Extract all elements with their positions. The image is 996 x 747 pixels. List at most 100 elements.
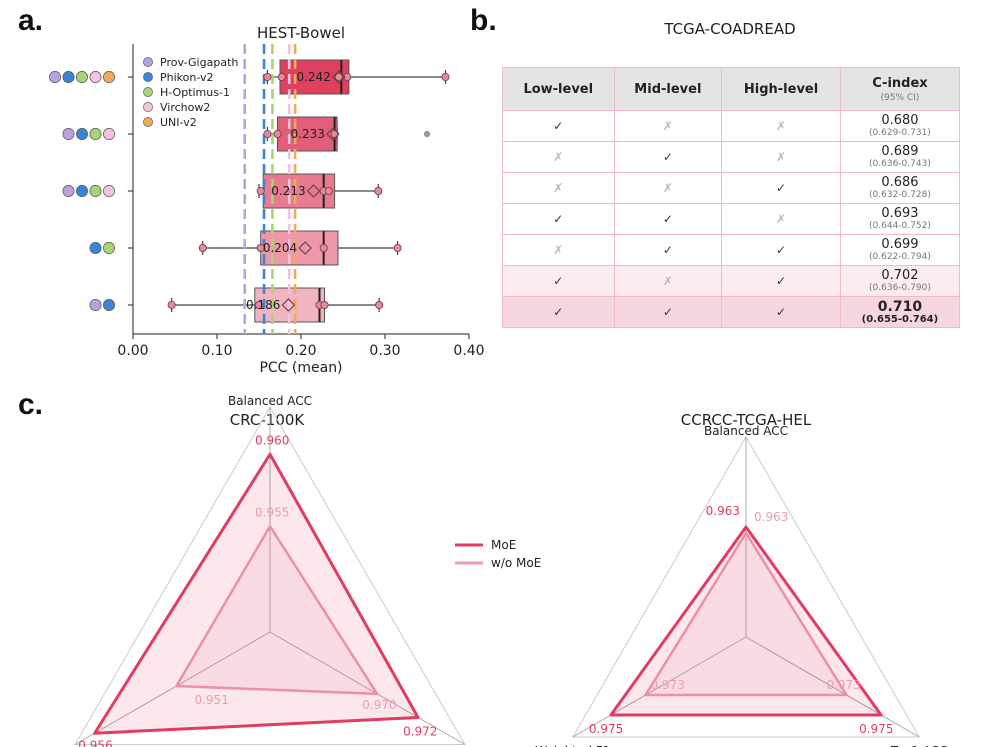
legend-label: Prov-Gigapath — [160, 56, 238, 69]
check-mark: ✓ — [662, 211, 673, 226]
cell-cindex: 0.693 (0.644-0.752) — [839, 203, 961, 235]
cell-high-level: ✓ — [721, 234, 841, 266]
combo-dot-h-optimus-1 — [89, 185, 102, 197]
cell-cindex: 0.699 (0.622-0.794) — [839, 234, 961, 266]
legend-box — [137, 49, 242, 129]
radar-grid — [571, 435, 921, 738]
data-point — [256, 186, 265, 195]
cell-mid-level: ✗ — [613, 172, 723, 204]
cindex-ci: (0.636-0.743) — [869, 158, 931, 169]
cross-mark: ✗ — [553, 149, 564, 164]
cell-cindex: 0.686 (0.632-0.728) — [839, 172, 961, 204]
combo-dot-phikon-v2 — [76, 185, 88, 197]
radar-spoke — [572, 636, 747, 738]
cross-mark: ✗ — [662, 273, 673, 288]
combo-dot-phikon-v2 — [62, 71, 75, 83]
check-mark: ✓ — [776, 180, 787, 195]
axis-label-balanced-acc: Balanced ACC — [228, 395, 312, 408]
check-mark: ✓ — [553, 211, 564, 226]
mean-marker — [306, 184, 321, 198]
combo-dot-virchow2 — [89, 71, 102, 83]
mean-label: 0.204 — [263, 241, 297, 255]
data-point — [277, 73, 286, 82]
cross-mark: ✗ — [662, 118, 673, 133]
check-mark: ✓ — [553, 304, 564, 319]
table-row: ✗ ✓ ✓ 0.699 (0.622-0.794) — [502, 234, 961, 266]
legend-label-moe: MoE — [491, 538, 516, 552]
cell-high-level: ✗ — [721, 203, 841, 235]
legend-label: UNI-v2 — [160, 116, 197, 129]
value-label: 0.951 — [194, 693, 228, 707]
series-wo-moe — [644, 531, 848, 697]
cell-low-level: ✗ — [502, 141, 615, 173]
series-moe — [609, 525, 883, 717]
value-label: 0.970 — [362, 698, 396, 712]
cell-high-level: ✓ — [721, 172, 841, 204]
cindex-ci: (0.632-0.728) — [869, 189, 931, 200]
panel-c-letter: c. — [18, 388, 44, 421]
cell-high-level: ✗ — [721, 141, 841, 173]
radar-spoke — [745, 636, 920, 738]
check-mark: ✓ — [776, 242, 787, 257]
table-header-row: Low-level Mid-level High-level C-index (9… — [502, 67, 961, 111]
x-tick-label: 0.40 — [453, 343, 484, 359]
combo-dot-prov-gigapath — [62, 185, 75, 197]
axis-label-balanced-acc: Balanced ACC — [704, 424, 788, 438]
data-point — [393, 243, 402, 252]
cross-mark: ✗ — [553, 242, 564, 257]
outlier-point — [423, 130, 431, 138]
cell-low-level: ✓ — [502, 265, 615, 297]
cross-mark: ✗ — [776, 149, 787, 164]
check-mark: ✓ — [662, 149, 673, 164]
cindex-value: 0.699 — [881, 236, 919, 252]
cindex-value: 0.689 — [881, 143, 919, 159]
table-row: ✓ ✓ ✓ 0.710 (0.655-0.764) — [502, 296, 961, 328]
check-mark: ✓ — [662, 242, 673, 257]
table-row: ✓ ✓ ✗ 0.693 (0.644-0.752) — [502, 203, 961, 235]
legend-label-wo-moe: w/o MoE — [491, 556, 541, 570]
combo-dot-h-optimus-1 — [89, 128, 102, 140]
x-tick-label: 0.00 — [117, 343, 148, 359]
data-point — [319, 243, 328, 252]
legend-marker — [143, 102, 153, 112]
combo-dot-phikon-v2 — [89, 242, 102, 254]
check-mark: ✓ — [776, 304, 787, 319]
cindex-table: Low-level Mid-level High-level C-index (9… — [502, 67, 961, 328]
value-label: 0.975 — [589, 722, 623, 736]
data-point — [273, 129, 282, 138]
data-point — [256, 243, 265, 252]
panel-a-letter: a. — [18, 4, 44, 37]
data-point — [374, 186, 383, 195]
data-point — [441, 73, 450, 82]
mean-marker — [326, 127, 340, 141]
data-point — [263, 73, 272, 82]
table-row: ✗ ✓ ✗ 0.689 (0.636-0.743) — [502, 141, 961, 173]
legend-label: Virchow2 — [160, 101, 210, 114]
cell-mid-level: ✗ — [613, 265, 723, 297]
radar-charts: CRC-100K Balanced ACC Top1-ACC Weighted F1 0… — [74, 395, 948, 747]
cindex-ci: (0.655-0.764) — [861, 313, 939, 325]
table-title: TCGA-COADREAD — [664, 20, 796, 38]
check-mark: ✓ — [776, 273, 787, 288]
cindex-ci: (0.636-0.790) — [869, 282, 931, 293]
combo-dot-h-optimus-1 — [76, 71, 88, 83]
cindex-value: 0.702 — [881, 267, 919, 283]
combo-dot-h-optimus-1 — [103, 242, 115, 254]
boxplot-title: HEST-Bowel — [257, 24, 345, 42]
data-point — [324, 186, 333, 195]
x-tick-label: 0.20 — [285, 343, 316, 359]
cell-low-level: ✓ — [502, 203, 615, 235]
legend-label: Phikon-v2 — [160, 71, 214, 84]
cell-mid-level: ✓ — [613, 203, 723, 235]
combo-dot-phikon-v2 — [103, 299, 115, 311]
combo-dot-virchow2 — [103, 128, 115, 140]
cell-high-level: ✓ — [721, 296, 841, 328]
cell-mid-level: ✓ — [613, 141, 723, 173]
cindex-value: 0.680 — [881, 112, 919, 128]
mean-label: 0.242 — [296, 70, 330, 84]
cross-mark: ✗ — [553, 180, 564, 195]
check-mark: ✓ — [553, 273, 564, 288]
cindex-value: 0.686 — [881, 174, 919, 190]
cross-mark: ✗ — [662, 180, 673, 195]
cell-low-level: ✓ — [502, 296, 615, 328]
